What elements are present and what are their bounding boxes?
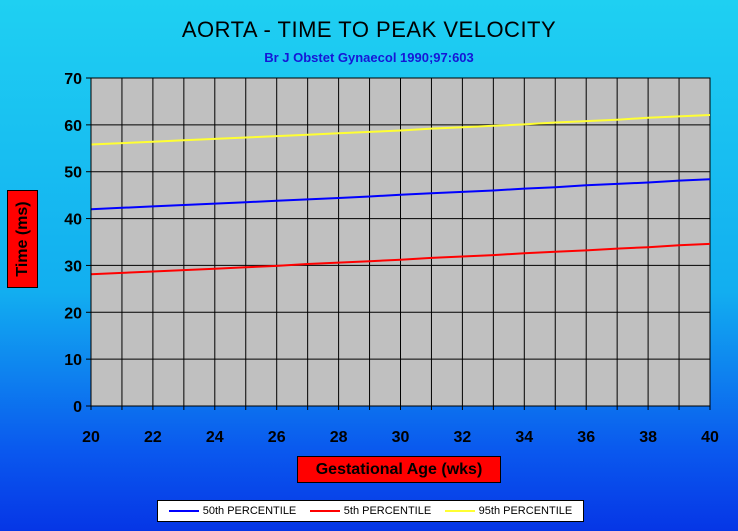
x-tick-label: 30 — [392, 429, 410, 446]
legend: 50th PERCENTILE 5th PERCENTILE 95th PERCEN… — [157, 500, 584, 522]
legend-item-0: 50th PERCENTILE — [168, 505, 297, 517]
x-tick-label: 32 — [454, 429, 472, 446]
legend-swatch — [309, 510, 340, 512]
legend-label: 50th PERCENTILE — [202, 505, 297, 517]
y-tick-label: 60 — [64, 118, 82, 135]
legend-swatch — [444, 510, 475, 512]
series-lines — [90, 114, 711, 276]
y-tick-label: 50 — [64, 165, 82, 182]
y-tick-label: 70 — [64, 71, 82, 88]
y-tick-label: 40 — [64, 212, 82, 229]
x-tick-label: 34 — [515, 429, 533, 446]
y-tick-label: 0 — [73, 399, 82, 416]
x-tick-label: 38 — [639, 429, 657, 446]
legend-label: 5th PERCENTILE — [343, 505, 432, 517]
x-tick-label: 26 — [268, 429, 286, 446]
axes: 0 10 20 30 40 50 60 70 20 22 24 26 28 30 32 34 36 38 40 — [64, 71, 719, 446]
x-tick-label: 40 — [701, 429, 719, 446]
legend-item-2: 95th PERCENTILE — [444, 505, 573, 517]
chart-subtitle: Br J Obstet Gynaecol 1990;97:603 — [264, 50, 474, 65]
grid-lines — [91, 78, 710, 406]
x-tick-label: 24 — [206, 429, 224, 446]
x-tick-label: 20 — [82, 429, 100, 446]
y-tick-label: 10 — [64, 352, 82, 369]
y-axis-label-box: Time (ms) — [7, 190, 38, 288]
series-line-1 — [90, 242, 711, 276]
chart-title: AORTA - TIME TO PEAK VELOCITY — [181, 17, 557, 42]
x-tick-label: 22 — [144, 429, 162, 446]
x-tick-label: 28 — [330, 429, 348, 446]
y-tick-label: 20 — [64, 305, 82, 322]
legend-item-1: 5th PERCENTILE — [309, 505, 432, 517]
x-axis-label: Gestational Age (wks) — [297, 456, 501, 483]
y-tick-label: 30 — [64, 258, 82, 275]
legend-label: 95th PERCENTILE — [478, 505, 573, 517]
y-axis-label: Time (ms) — [13, 201, 31, 277]
series-line-0 — [90, 178, 711, 211]
series-line-2 — [90, 114, 711, 146]
x-tick-label: 36 — [577, 429, 595, 446]
legend-swatch — [168, 510, 199, 512]
